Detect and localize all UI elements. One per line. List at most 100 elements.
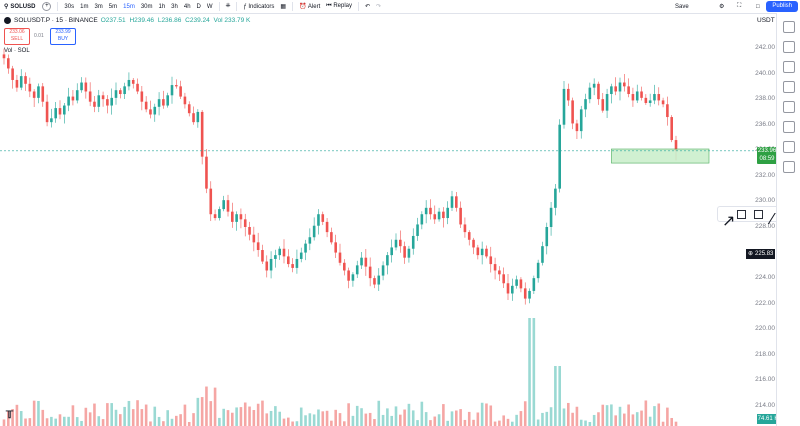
top-toolbar: ⚲ SOLUSD + 30s 1m 3m 5m 15m 30m 1h 3h 4h D W ⎈ ƒ I… — [0, 0, 800, 14]
volume-bar — [618, 406, 622, 426]
candle-body — [648, 100, 652, 103]
timeframe-1m[interactable]: 1m — [80, 3, 89, 10]
undo-icon[interactable]: ↶ — [365, 4, 371, 10]
layout-name[interactable]: Save — [675, 3, 689, 10]
candle-body — [502, 274, 505, 284]
volume-indicator-label[interactable]: Vol · SOL — [4, 48, 30, 54]
ideas-icon[interactable] — [782, 121, 795, 133]
candle-body — [575, 123, 579, 132]
volume-bar — [562, 408, 566, 426]
indicators-button[interactable]: ƒ Indicators — [240, 4, 277, 10]
volume-bar — [347, 403, 350, 426]
volume-bar — [63, 416, 66, 426]
trend-line-icon[interactable]: ↗ — [722, 212, 736, 230]
timeframe-3m[interactable]: 3m — [94, 3, 103, 10]
volume-bar — [179, 414, 182, 426]
candle-body — [63, 105, 66, 115]
candle-body — [351, 274, 355, 281]
candle-body — [140, 91, 144, 102]
volume-bar — [455, 410, 458, 426]
camera-icon[interactable]: □ — [756, 3, 760, 10]
tradingview-logo: 𝕋 — [6, 410, 14, 421]
candle-body — [446, 207, 449, 219]
volume-bar — [377, 400, 381, 426]
timeframe-W[interactable]: W — [206, 3, 213, 10]
volume-bar — [541, 412, 544, 426]
brush-icon[interactable] — [737, 209, 746, 219]
timeframe-4h[interactable]: 4h — [183, 3, 191, 10]
publish-button[interactable]: Publish — [766, 1, 798, 12]
candle-body — [123, 86, 126, 95]
data-window-icon[interactable] — [782, 61, 795, 73]
measure-icon[interactable]: ∕ — [771, 210, 774, 228]
volume-bar — [584, 420, 587, 426]
candle-body — [218, 209, 221, 219]
timeframe-5m[interactable]: 5m — [108, 3, 118, 10]
timeframe-3h[interactable]: 3h — [171, 3, 178, 10]
volume-bar — [489, 405, 493, 426]
add-symbol-icon[interactable]: + — [42, 2, 52, 11]
chat-icon[interactable] — [782, 141, 795, 153]
candles — [2, 48, 678, 305]
symbol-search[interactable]: ⚲ SOLUSD — [0, 3, 39, 11]
timeframe-D[interactable]: D — [196, 3, 201, 10]
spread-value: 0.01 — [34, 33, 44, 39]
notifications-icon[interactable] — [782, 161, 795, 173]
calendar-icon[interactable] — [782, 101, 795, 113]
redo-icon[interactable]: ↷ — [376, 4, 382, 10]
candle-body — [166, 95, 169, 106]
alert-button[interactable]: ⏰ Alert — [296, 3, 323, 10]
candle-body — [674, 140, 678, 151]
candle-body — [295, 258, 299, 268]
fullscreen-icon[interactable]: ⛶ — [737, 3, 742, 9]
candle-body — [131, 79, 135, 84]
candle-body — [554, 188, 557, 208]
candle-body — [192, 113, 195, 123]
timeframe-15m[interactable]: 15m — [123, 3, 135, 10]
volume-bar — [463, 419, 467, 426]
volume-bar — [243, 402, 247, 426]
candle-body — [50, 118, 53, 123]
rectangle-icon[interactable] — [754, 209, 763, 219]
candle-body — [493, 264, 497, 271]
volume-bar — [523, 401, 527, 426]
layout-icon[interactable]: ▦ — [280, 4, 287, 10]
volume-bar — [101, 419, 105, 426]
hotlist-icon[interactable] — [782, 81, 795, 93]
watchlist-icon[interactable] — [782, 21, 795, 33]
replay-button[interactable]: ⏮ Replay — [323, 3, 355, 10]
candle-body — [386, 255, 389, 266]
volume-bar — [321, 411, 325, 426]
volume-bar — [282, 418, 286, 426]
timeframe-1h[interactable]: 1h — [158, 3, 166, 10]
candle-body — [114, 90, 118, 98]
currency-label[interactable]: USDT — [757, 17, 775, 24]
volume-bar — [80, 420, 83, 426]
candle-body — [631, 94, 635, 101]
candle-body — [437, 211, 441, 220]
volume-bar — [485, 403, 488, 426]
candle-body — [93, 101, 96, 107]
volume-bar — [536, 419, 540, 426]
volume-bar — [256, 403, 260, 426]
legend-title[interactable]: SOLUSDT.P · 15 · BINANCE — [14, 17, 98, 24]
candle-body — [312, 225, 316, 238]
timeframe-30s[interactable]: 30s — [64, 3, 75, 10]
timeframe-30m[interactable]: 30m — [140, 3, 153, 10]
candle-body — [162, 99, 165, 106]
volume-bar — [502, 415, 505, 426]
replay-label: Replay — [333, 3, 353, 9]
alert-label: Alert — [307, 4, 321, 10]
candle-body — [153, 106, 157, 115]
chart-type-icon[interactable]: ⎈ — [225, 3, 231, 9]
price-chart[interactable] — [0, 13, 755, 426]
sell-button[interactable]: 233.06 SELL — [4, 28, 30, 45]
buy-button[interactable]: 233.99 BUY — [50, 28, 76, 45]
volume-bar — [7, 410, 10, 426]
candle-body — [467, 232, 471, 240]
candle-body — [37, 86, 40, 98]
alerts-icon[interactable] — [782, 41, 795, 53]
plus-icon[interactable]: ⊕ — [748, 251, 754, 257]
settings-icon[interactable]: ⚙ — [719, 4, 725, 10]
volume-bar — [666, 407, 669, 426]
